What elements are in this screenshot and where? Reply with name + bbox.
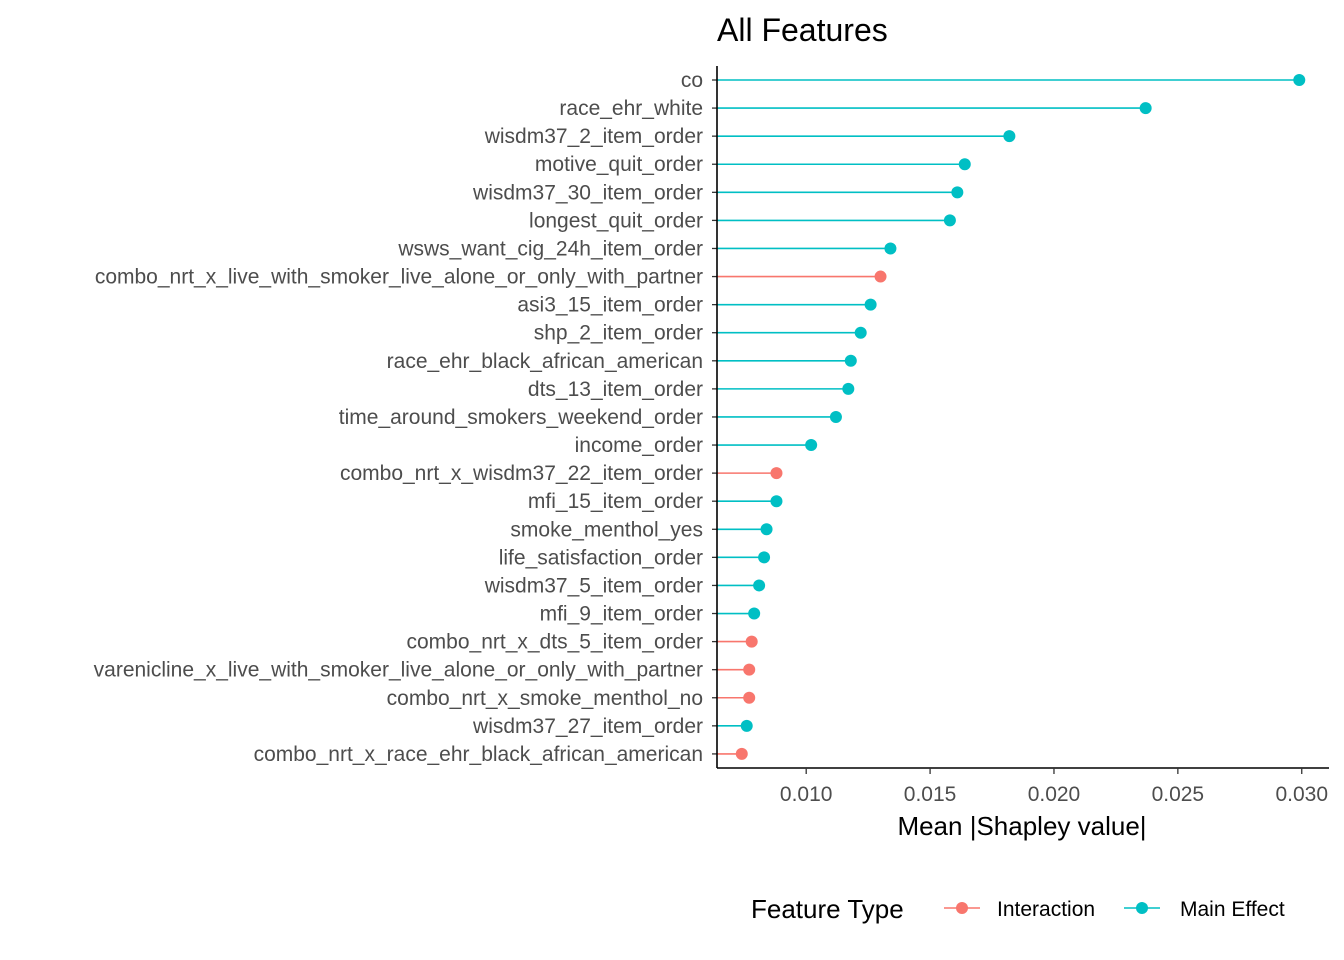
lollipop-point: [958, 158, 971, 171]
lollipop-point: [844, 354, 857, 367]
feature-row: dts_13_item_order: [528, 378, 855, 401]
feature-row: wisdm37_27_item_order: [472, 715, 753, 738]
lollipop-point: [748, 607, 761, 620]
y-tick-label: wisdm37_5_item_order: [484, 574, 703, 597]
feature-row: wisdm37_30_item_order: [472, 181, 964, 204]
feature-row: combo_nrt_x_wisdm37_22_item_order: [340, 462, 783, 485]
plot-area: co race_ehr_white wisdm37_2_item_ordermoti…: [94, 69, 1306, 766]
y-tick-label: wisdm37_2_item_order: [484, 125, 703, 148]
legend-key-point: [1136, 902, 1148, 914]
y-tick-label: combo_nrt_x_live_with_smoker_live_alone_…: [95, 266, 703, 289]
y-tick-label: wisdm37_30_item_order: [472, 181, 703, 204]
y-tick-label: combo_nrt_x_dts_5_item_order: [406, 631, 703, 654]
feature-row: asi3_15_item_order: [517, 294, 877, 317]
y-tick-label: longest_quit_order: [529, 209, 703, 232]
y-tick-label: time_around_smokers_weekend_order: [339, 406, 703, 429]
lollipop-point: [743, 663, 756, 676]
lollipop-point: [770, 467, 783, 480]
y-tick-label: motive_quit_order: [535, 153, 703, 176]
x-tick-label: 0.020: [1028, 783, 1081, 806]
feature-row: race_ehr_black_african_american: [387, 350, 857, 373]
legend-label: Main Effect: [1180, 898, 1285, 921]
lollipop-point: [884, 242, 897, 255]
lollipop-point: [864, 298, 877, 311]
lollipop-point: [760, 523, 773, 536]
lollipop-point: [753, 579, 766, 592]
feature-row: combo_nrt_x_race_ehr_black_african_ameri…: [254, 743, 748, 766]
feature-row: shp_2_item_order: [534, 322, 867, 345]
lollipop-point: [842, 382, 855, 395]
y-tick-label: asi3_15_item_order: [517, 294, 703, 317]
y-tick-label: income_order: [575, 434, 703, 457]
feature-row: longest_quit_order: [529, 209, 956, 232]
feature-row: motive_quit_order: [535, 153, 971, 176]
x-axis-ticks: 0.010 0.015 0.020 0.025 0.030: [780, 768, 1328, 806]
feature-row: wisdm37_2_item_order: [484, 125, 1016, 148]
lollipop-point: [1293, 74, 1306, 86]
y-tick-label: co: [681, 69, 703, 92]
x-tick-label: 0.010: [780, 783, 833, 806]
feature-row: combo_nrt_x_live_with_smoker_live_alone_…: [95, 266, 887, 289]
feature-row: race_ehr_white: [559, 97, 1152, 120]
legend: Feature Type Interaction Main Effect: [751, 894, 1285, 924]
legend-item: Interaction: [944, 898, 1095, 921]
lollipop-point: [770, 495, 783, 508]
legend-title: Feature Type: [751, 894, 904, 924]
x-axis-title: Mean |Shapley value|: [897, 811, 1146, 841]
lollipop-point: [745, 635, 758, 648]
y-tick-label: wsws_want_cig_24h_item_order: [397, 237, 703, 260]
y-tick-label: race_ehr_black_african_american: [387, 350, 703, 373]
lollipop-point: [735, 747, 748, 760]
lollipop-point: [758, 551, 771, 564]
chart-title: All Features: [717, 12, 888, 48]
y-tick-label: mfi_15_item_order: [528, 490, 703, 513]
feature-row: combo_nrt_x_smoke_menthol_no: [387, 687, 756, 710]
y-tick-label: race_ehr_white: [559, 97, 703, 120]
y-tick-label: shp_2_item_order: [534, 322, 703, 345]
x-tick-label: 0.015: [904, 783, 957, 806]
feature-row: combo_nrt_x_dts_5_item_order: [406, 631, 758, 654]
y-tick-label: life_satisfaction_order: [499, 546, 703, 569]
y-tick-label: combo_nrt_x_smoke_menthol_no: [387, 687, 703, 710]
lollipop-point: [854, 326, 867, 339]
x-tick-label: 0.030: [1275, 783, 1328, 806]
y-tick-label: wisdm37_27_item_order: [472, 715, 703, 738]
lollipop-point: [1003, 130, 1016, 143]
feature-row: co: [681, 69, 1306, 92]
legend-label: Interaction: [997, 898, 1095, 921]
feature-row: smoke_menthol_yes: [510, 518, 773, 541]
feature-row: time_around_smokers_weekend_order: [339, 406, 842, 429]
y-tick-label: combo_nrt_x_race_ehr_black_african_ameri…: [254, 743, 703, 766]
y-tick-label: smoke_menthol_yes: [510, 518, 703, 541]
y-tick-label: mfi_9_item_order: [540, 603, 703, 626]
y-tick-label: dts_13_item_order: [528, 378, 703, 401]
lollipop-point: [951, 186, 964, 199]
feature-row: income_order: [575, 434, 818, 457]
lollipop-point: [943, 214, 956, 227]
y-tick-label: varenicline_x_live_with_smoker_live_alon…: [94, 659, 703, 682]
lollipop-point: [740, 719, 753, 732]
feature-row: varenicline_x_live_with_smoker_live_alon…: [94, 659, 756, 682]
feature-row: wsws_want_cig_24h_item_order: [397, 237, 897, 260]
lollipop-point: [1139, 102, 1152, 115]
x-tick-label: 0.025: [1152, 783, 1205, 806]
lollipop-point: [805, 439, 818, 452]
feature-row: wisdm37_5_item_order: [484, 574, 766, 597]
legend-key-point: [956, 902, 968, 914]
lollipop-point: [829, 410, 842, 423]
feature-row: life_satisfaction_order: [499, 546, 771, 569]
feature-row: mfi_9_item_order: [540, 603, 761, 626]
lollipop-point: [743, 691, 756, 704]
legend-item: Main Effect: [1124, 898, 1285, 921]
lollipop-point: [874, 270, 887, 283]
feature-row: mfi_15_item_order: [528, 490, 783, 513]
y-tick-label: combo_nrt_x_wisdm37_22_item_order: [340, 462, 703, 485]
